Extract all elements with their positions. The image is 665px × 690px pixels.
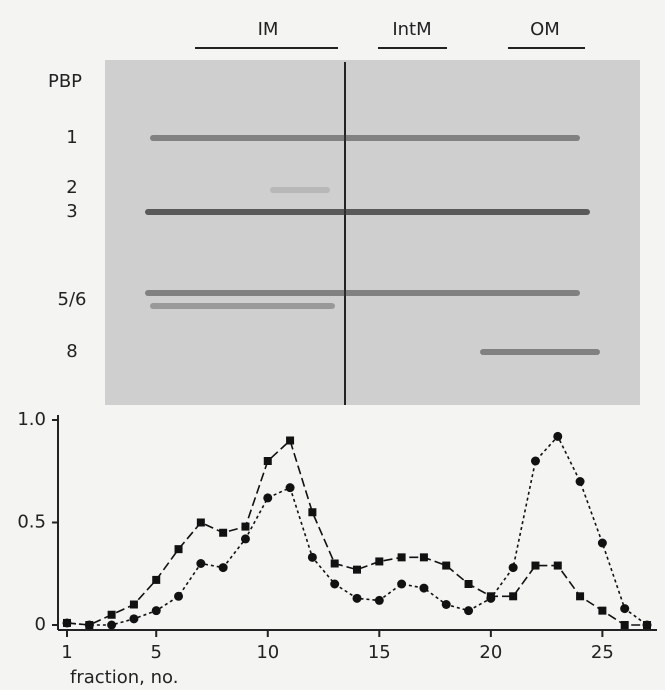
x-tick-label: 1 xyxy=(61,642,72,663)
x-tick-label: 5 xyxy=(151,642,162,663)
point xyxy=(530,456,540,466)
point xyxy=(464,580,473,588)
band-label: 3 xyxy=(66,201,77,222)
gel-header: IntM xyxy=(392,19,431,40)
point xyxy=(598,606,607,615)
point xyxy=(375,557,384,566)
point xyxy=(419,583,429,593)
point xyxy=(240,534,250,544)
gel-band xyxy=(150,303,335,309)
point xyxy=(196,559,206,568)
point xyxy=(263,493,273,503)
gel-header: OM xyxy=(530,19,560,40)
point xyxy=(308,508,317,517)
point xyxy=(553,561,562,570)
point xyxy=(464,606,474,616)
y-tick-label: 0 xyxy=(35,614,46,635)
x-tick-label: 15 xyxy=(368,642,391,663)
point xyxy=(307,552,317,562)
point xyxy=(597,538,607,548)
y-tick-label: 0.5 xyxy=(17,512,46,533)
point xyxy=(151,606,161,616)
point xyxy=(486,593,496,603)
point xyxy=(397,579,407,589)
gel-band xyxy=(270,187,330,193)
point xyxy=(576,592,585,601)
band-label: 8 xyxy=(66,341,77,362)
point xyxy=(508,563,518,573)
point xyxy=(531,561,540,570)
point xyxy=(107,610,116,619)
gel-header: IM xyxy=(258,19,279,40)
band-label: 2 xyxy=(66,177,77,198)
gel-bands xyxy=(145,135,600,355)
point xyxy=(241,522,250,531)
point xyxy=(219,528,228,537)
point xyxy=(174,545,183,554)
point xyxy=(285,483,295,493)
point xyxy=(419,553,428,562)
point xyxy=(174,591,184,601)
gel-image xyxy=(105,60,640,405)
point xyxy=(575,477,585,486)
y-tick-label: 1.0 xyxy=(17,409,46,430)
point xyxy=(330,559,339,568)
point xyxy=(152,575,161,584)
gel-band xyxy=(145,290,580,296)
point xyxy=(129,600,138,609)
gel-band xyxy=(150,135,580,141)
point xyxy=(374,595,384,605)
point xyxy=(397,553,406,562)
point xyxy=(553,431,563,441)
point xyxy=(62,618,72,628)
point xyxy=(129,614,139,624)
point xyxy=(509,592,518,601)
x-tick-label: 20 xyxy=(479,642,502,663)
x-axis-label: fraction, no. xyxy=(70,667,178,688)
gel-band xyxy=(145,209,590,215)
plot: 00.51.01 5 10 15 20 25 xyxy=(17,409,657,663)
point xyxy=(263,457,272,465)
point xyxy=(353,565,361,574)
point xyxy=(286,436,295,445)
band-label: 5/6 xyxy=(58,289,87,310)
lane-label: PBP xyxy=(48,71,82,92)
point xyxy=(441,600,451,609)
point xyxy=(84,620,94,630)
point xyxy=(107,620,117,630)
point xyxy=(442,561,451,570)
point xyxy=(352,593,362,603)
gel-band xyxy=(480,349,600,355)
x-tick-label: 25 xyxy=(591,642,614,663)
band-label: 1 xyxy=(66,127,77,148)
point xyxy=(642,620,652,630)
point xyxy=(330,579,340,589)
point xyxy=(218,563,228,573)
point xyxy=(620,604,630,614)
series-line xyxy=(66,439,647,626)
x-tick-label: 10 xyxy=(256,642,279,663)
point xyxy=(620,621,629,629)
point xyxy=(196,518,205,527)
